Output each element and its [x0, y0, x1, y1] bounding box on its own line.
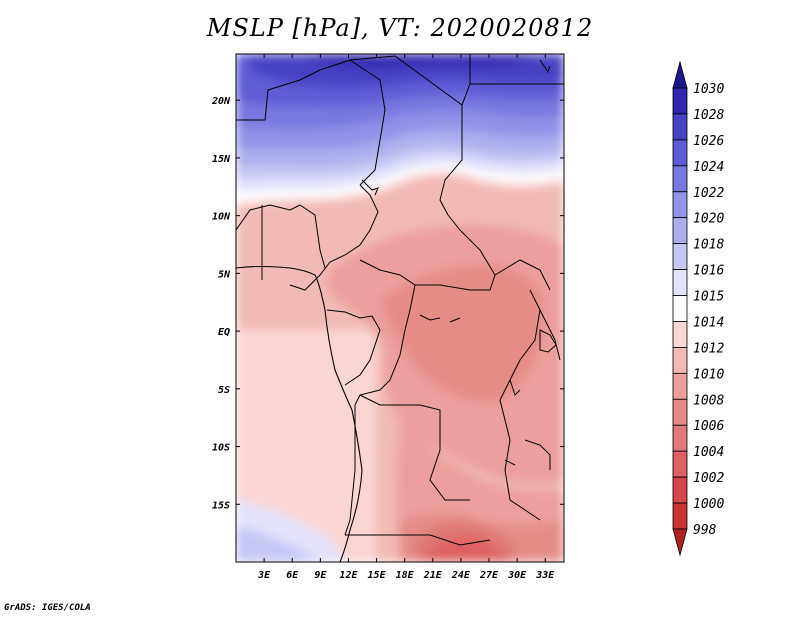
lon-axis: 3E 6E 9E 12E 15E 18E 21E 24E 27E 30E 33E [257, 54, 555, 581]
colorbar-label: 998 [693, 523, 717, 538]
colorbar-label: 1000 [693, 497, 724, 512]
colorbar-swatch [672, 295, 688, 322]
colorbar-swatch [672, 243, 688, 270]
colorbar-swatch [672, 87, 688, 115]
lat-tick-label: 15N [212, 154, 231, 165]
colorbar-label: 1006 [693, 419, 724, 434]
colorbar-label: 1014 [693, 315, 724, 330]
colorbar-label: 1018 [693, 238, 724, 253]
colorbar-swatch [672, 191, 688, 219]
colorbar-swatch [672, 476, 688, 504]
lat-tick-label: 5N [218, 269, 231, 280]
mslp-field [236, 54, 564, 562]
colorbar-label: 1008 [693, 393, 724, 408]
lat-tick-label: 10S [212, 443, 230, 454]
colorbar-label: 1012 [693, 341, 724, 356]
colorbar-label: 1002 [693, 471, 724, 486]
colorbar-label: 1030 [693, 82, 724, 97]
colorbar-swatch [672, 321, 688, 348]
colorbar-swatch [672, 269, 688, 296]
lon-tick-label: 12E [339, 570, 358, 581]
colorbar-swatch [672, 347, 688, 374]
lon-tick-label: 21E [423, 570, 443, 581]
lon-tick-label: 9E [314, 570, 327, 581]
lon-tick-label: 6E [286, 570, 299, 581]
lon-tick-label: 24E [451, 570, 471, 581]
map-frame [235, 53, 565, 563]
colorbar-label: 1022 [693, 186, 724, 201]
lat-tick-label: EQ [218, 327, 230, 338]
colorbar-label: 1010 [693, 367, 724, 382]
colorbar-swatch [672, 165, 688, 193]
lon-tick-label: 27E [479, 570, 499, 581]
lon-tick-label: 30E [507, 570, 527, 581]
lat-tick-label: 5S [218, 385, 230, 396]
colorbar-label: 1015 [693, 290, 724, 305]
lon-tick-label: 15E [368, 570, 387, 581]
lat-tick-label: 20N [211, 96, 231, 107]
lat-axis: 20N 15N 10N 5N EQ 5S 10S 15S [211, 96, 564, 511]
colorbar-swatch [672, 113, 688, 141]
colorbar-swatch [672, 502, 688, 530]
colorbar-swatch [672, 450, 688, 478]
colorbar-label: 1028 [693, 108, 724, 123]
colorbar-swatch [672, 398, 688, 426]
lon-tick-label: 18E [396, 570, 415, 581]
colorbar-label: 1016 [693, 264, 724, 279]
colorbar-swatch [672, 217, 688, 245]
colorbar-label: 1004 [693, 445, 724, 460]
lon-tick-label: 33E [535, 570, 555, 581]
chart-title: MSLP [hPa], VT: 2020020812 [206, 14, 594, 42]
grads-credit: GrADS: IGES/COLA [4, 603, 91, 613]
lat-tick-label: 15S [212, 500, 230, 511]
colorbar-label: 1026 [693, 134, 724, 149]
lat-tick-label: 10N [212, 212, 231, 223]
colorbar-swatch [672, 424, 688, 452]
colorbar-swatch [672, 372, 688, 400]
colorbar-bottom-arrow [672, 528, 688, 557]
colorbar-label: 1024 [693, 160, 724, 175]
colorbar: 1030 1028 1026 1024 1022 1020 1018 1016 1015 1014… [672, 60, 724, 557]
colorbar-label: 1020 [693, 212, 724, 227]
lon-tick-label: 3E [257, 570, 271, 581]
colorbar-swatch [672, 139, 688, 167]
colorbar-top-arrow [672, 60, 688, 89]
